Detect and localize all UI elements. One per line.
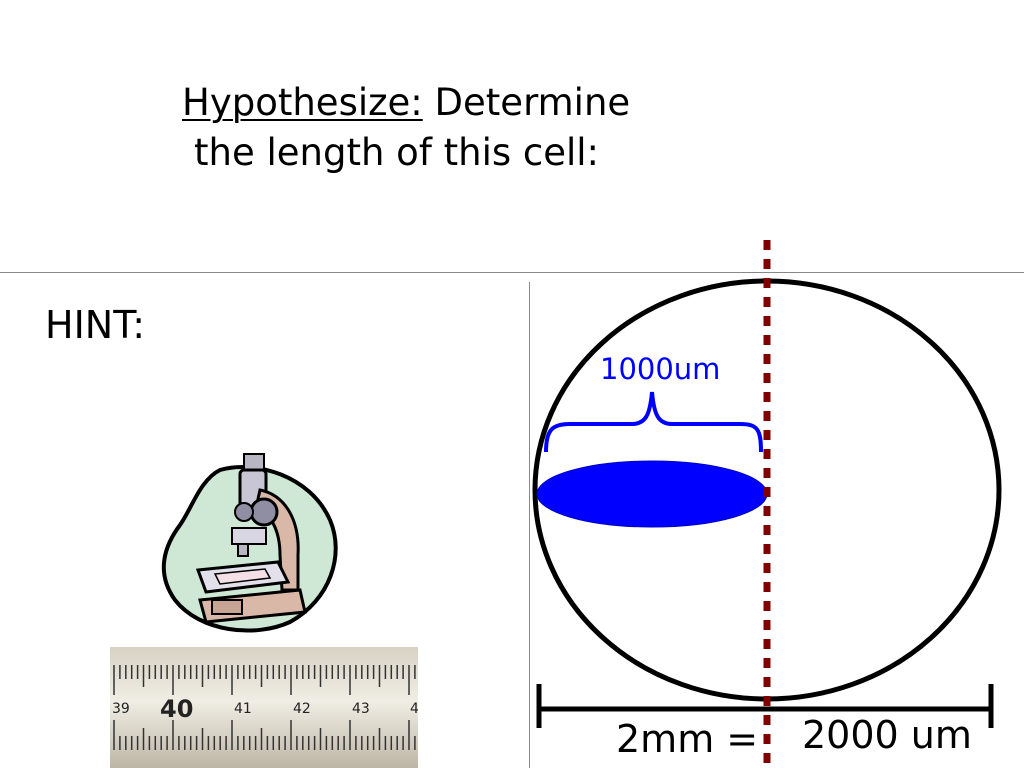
title-determine: Determine	[434, 81, 631, 124]
title-hypothesize: Hypothesize:	[182, 81, 423, 124]
ruler-label-42: 42	[293, 701, 311, 717]
ruler-label-40: 40	[160, 695, 193, 723]
microscope-icon	[161, 453, 338, 633]
horizontal-divider	[0, 272, 1024, 273]
cell-length-label: 1000um	[600, 352, 720, 386]
scale-label-um: 2000 um	[802, 713, 972, 757]
ruler-label-39: 39	[112, 701, 130, 717]
ruler-photo: 39 40 41 42 43 4	[110, 647, 418, 768]
cell-shape	[536, 460, 768, 528]
ruler-ticks	[113, 665, 416, 750]
title-line-2: the length of this cell:	[194, 131, 600, 174]
ruler-label-41: 41	[234, 701, 252, 717]
hint-label: HINT:	[45, 303, 146, 347]
slide-title: Hypothesize: Determine the length of thi…	[182, 78, 630, 178]
ruler-label-44: 4	[410, 701, 418, 717]
ruler-label-43: 43	[352, 701, 370, 717]
measurement-bracket	[544, 391, 763, 453]
scale-label-mm: 2mm =	[616, 717, 758, 761]
vertical-divider	[529, 282, 530, 768]
